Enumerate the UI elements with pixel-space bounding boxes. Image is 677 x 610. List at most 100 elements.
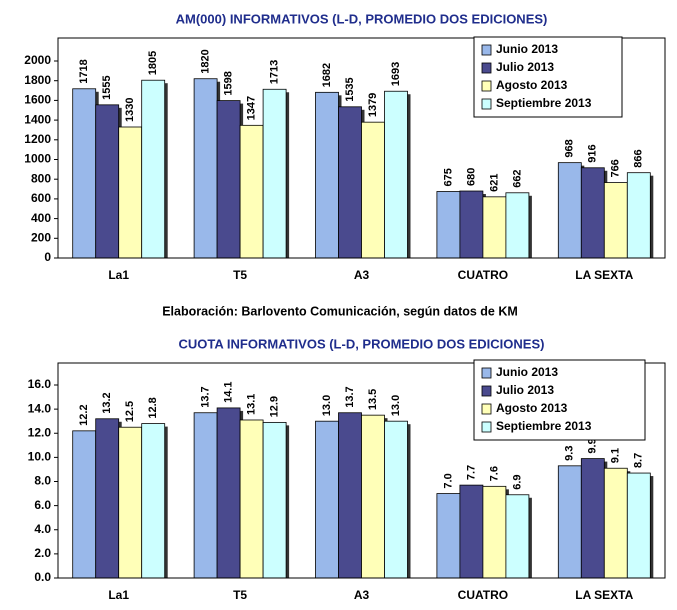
legend-label: Julio 2013 bbox=[496, 60, 554, 74]
bar bbox=[557, 162, 582, 259]
value-label: 12.9 bbox=[269, 396, 281, 417]
x-tick-label: LA SEXTA bbox=[575, 268, 633, 282]
bar bbox=[459, 190, 484, 259]
value-label: 12.2 bbox=[78, 404, 90, 425]
bar bbox=[361, 121, 385, 259]
y-tick-label: 14.0 bbox=[28, 401, 52, 415]
value-label: 13.1 bbox=[246, 394, 258, 415]
legend-box bbox=[473, 359, 646, 441]
bar bbox=[436, 493, 461, 579]
y-tick-label: 400 bbox=[31, 211, 51, 225]
bar bbox=[118, 426, 143, 579]
value-label: 13.7 bbox=[200, 386, 212, 407]
legend-label: Junio 2013 bbox=[496, 365, 558, 379]
bar bbox=[72, 88, 97, 259]
bar bbox=[557, 465, 582, 579]
value-label: 1347 bbox=[246, 96, 258, 120]
legend-box bbox=[473, 36, 623, 118]
bar bbox=[193, 412, 218, 579]
value-label: 1820 bbox=[200, 49, 212, 73]
bar bbox=[239, 419, 264, 579]
value-label: 7.6 bbox=[488, 466, 500, 481]
x-tick-label: LA SEXTA bbox=[575, 588, 633, 602]
bar bbox=[482, 196, 507, 259]
legend-swatch bbox=[481, 98, 492, 110]
value-label: 13.5 bbox=[367, 389, 379, 410]
legend-swatch bbox=[481, 62, 492, 74]
legend-swatch bbox=[481, 403, 492, 415]
bar bbox=[603, 182, 628, 259]
y-tick-label: 2000 bbox=[24, 53, 51, 67]
value-label: 7.0 bbox=[442, 473, 454, 488]
bar bbox=[239, 124, 264, 259]
bar bbox=[262, 421, 287, 579]
x-tick-label: T5 bbox=[233, 268, 247, 282]
y-tick-label: 800 bbox=[31, 171, 51, 185]
y-tick-label: 1400 bbox=[24, 112, 51, 126]
value-label: 621 bbox=[488, 173, 500, 191]
bar bbox=[482, 485, 507, 579]
bar bbox=[603, 467, 628, 579]
value-label: 7.7 bbox=[465, 465, 477, 480]
value-label: 13.2 bbox=[101, 392, 113, 413]
y-tick-label: 2.0 bbox=[34, 546, 51, 560]
x-tick-label: T5 bbox=[233, 588, 247, 602]
legend-label: Junio 2013 bbox=[496, 42, 558, 56]
y-tick-label: 0 bbox=[44, 250, 51, 264]
chart-title: AM(000) INFORMATIVOS (L-D, PROMEDIO DOS … bbox=[176, 11, 548, 26]
x-tick-label: La1 bbox=[108, 588, 129, 602]
value-label: 9.1 bbox=[610, 448, 622, 463]
y-tick-label: 1200 bbox=[24, 132, 51, 146]
legend-label: Septiembre 2013 bbox=[496, 419, 592, 433]
y-tick-label: 16.0 bbox=[28, 377, 52, 391]
value-label: 662 bbox=[511, 169, 523, 187]
bar bbox=[72, 430, 97, 579]
value-label: 766 bbox=[610, 159, 622, 177]
legend-swatch bbox=[481, 44, 492, 56]
x-tick-label: CUATRO bbox=[458, 588, 508, 602]
value-label: 6.9 bbox=[511, 474, 523, 489]
value-label: 866 bbox=[633, 149, 645, 167]
y-tick-label: 12.0 bbox=[28, 425, 52, 439]
y-tick-label: 4.0 bbox=[34, 522, 51, 536]
bar bbox=[361, 414, 385, 579]
value-label: 9.3 bbox=[564, 446, 576, 461]
bar bbox=[459, 484, 484, 579]
value-label: 675 bbox=[442, 168, 454, 186]
value-label: 9.9 bbox=[587, 438, 599, 453]
value-label: 14.1 bbox=[223, 381, 235, 402]
legend-label: Septiembre 2013 bbox=[496, 96, 592, 110]
bar bbox=[141, 423, 166, 579]
value-label: 12.5 bbox=[124, 401, 136, 422]
bar bbox=[384, 90, 408, 259]
value-label: 1555 bbox=[101, 75, 113, 99]
bar bbox=[580, 458, 605, 579]
value-label: 916 bbox=[587, 144, 599, 162]
bar bbox=[216, 100, 241, 259]
bar bbox=[315, 91, 339, 259]
y-tick-label: 10.0 bbox=[28, 450, 52, 464]
bar bbox=[315, 420, 339, 579]
bar bbox=[141, 79, 166, 259]
bar bbox=[95, 418, 120, 579]
value-label: 13.0 bbox=[321, 395, 333, 416]
value-label: 13.7 bbox=[344, 386, 356, 407]
bar bbox=[262, 88, 287, 259]
x-tick-label: CUATRO bbox=[458, 268, 508, 282]
y-tick-label: 0.0 bbox=[34, 570, 51, 584]
y-tick-label: 1000 bbox=[24, 152, 51, 166]
bar bbox=[626, 472, 651, 579]
value-label: 1598 bbox=[223, 71, 235, 95]
legend-label: Agosto 2013 bbox=[496, 78, 568, 92]
bar bbox=[580, 167, 605, 259]
value-label: 13.0 bbox=[390, 395, 402, 416]
y-tick-label: 6.0 bbox=[34, 498, 51, 512]
value-label: 968 bbox=[564, 139, 576, 157]
y-tick-label: 600 bbox=[31, 191, 51, 205]
legend-swatch bbox=[481, 421, 492, 433]
y-tick-label: 1600 bbox=[24, 93, 51, 107]
bar bbox=[505, 192, 530, 259]
legend-swatch bbox=[481, 80, 492, 92]
caption: Elaboración: Barlovento Comunicación, se… bbox=[162, 304, 518, 318]
